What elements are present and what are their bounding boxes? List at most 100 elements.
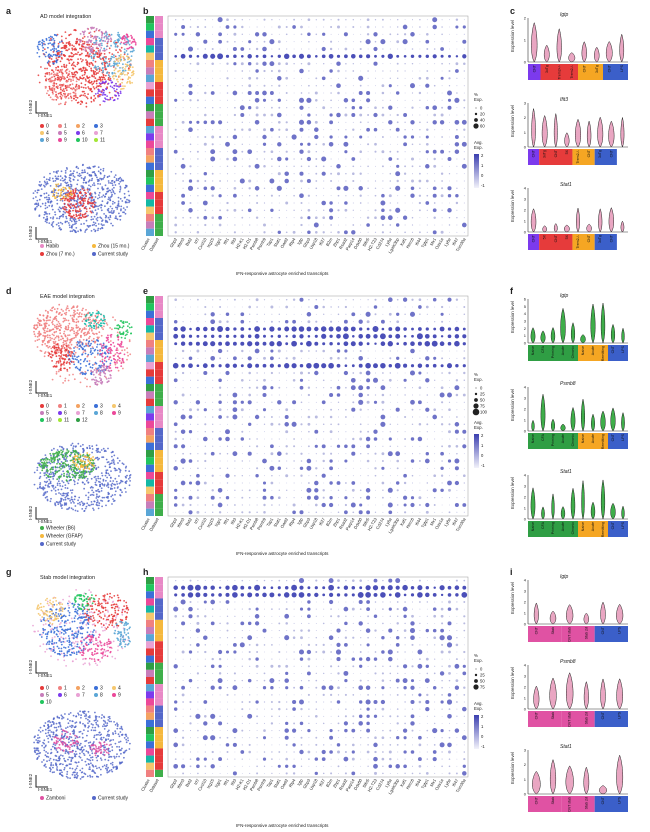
dot-mark bbox=[381, 672, 384, 675]
dot-mark bbox=[454, 340, 460, 347]
dot-mark bbox=[248, 438, 251, 440]
dot-mark bbox=[182, 77, 184, 79]
dot-mark bbox=[204, 687, 206, 689]
cluster-strip bbox=[146, 376, 154, 384]
dot-mark bbox=[338, 158, 339, 160]
dot-mark bbox=[225, 363, 230, 368]
dot-mark bbox=[329, 69, 333, 73]
dot-mark bbox=[203, 171, 208, 176]
dot-mark bbox=[367, 107, 369, 109]
dot-mark bbox=[249, 121, 251, 123]
dot-mark bbox=[249, 737, 251, 739]
dot-mark bbox=[448, 150, 451, 153]
dot-mark bbox=[381, 136, 384, 138]
violin-tick: 1 bbox=[524, 611, 527, 616]
dot-mark bbox=[293, 475, 295, 477]
dot-mark bbox=[448, 423, 451, 426]
gene-tick-label: Stat1 bbox=[272, 236, 282, 248]
dot-mark bbox=[345, 26, 347, 28]
dot-mark bbox=[278, 180, 280, 182]
dot-mark bbox=[219, 730, 221, 731]
legend-swatch bbox=[76, 418, 80, 422]
dot-mark bbox=[352, 195, 354, 197]
tsne-ylabel: t-SNE2 bbox=[28, 773, 33, 788]
dot-mark bbox=[218, 649, 223, 655]
cluster-strip bbox=[146, 450, 154, 458]
dot-mark bbox=[182, 357, 184, 359]
dot-mark bbox=[293, 121, 295, 123]
dot-mark bbox=[322, 772, 325, 775]
dot-mark bbox=[197, 460, 199, 462]
dot-mark bbox=[403, 33, 407, 36]
cluster-strip bbox=[146, 318, 154, 326]
dot-mark bbox=[203, 635, 208, 640]
dot-mark bbox=[249, 202, 251, 204]
dot-mark bbox=[256, 41, 258, 43]
dot-mark bbox=[204, 350, 206, 352]
dot-mark bbox=[367, 409, 369, 411]
dot-mark bbox=[204, 630, 206, 632]
dot-mark bbox=[271, 85, 273, 87]
dataset-strip bbox=[155, 362, 163, 370]
dot-mark bbox=[308, 580, 310, 581]
dot-mark bbox=[352, 187, 354, 189]
dataset-strip bbox=[155, 354, 163, 362]
dot-mark bbox=[434, 580, 436, 581]
dot-mark bbox=[315, 150, 318, 153]
dot-mark bbox=[174, 593, 178, 597]
dot-mark bbox=[306, 312, 312, 317]
dot-mark bbox=[212, 722, 214, 724]
dot-mark bbox=[455, 607, 459, 611]
dot-mark bbox=[375, 70, 376, 72]
dot-mark bbox=[456, 651, 458, 653]
dot-mark bbox=[249, 615, 251, 617]
dot-mark bbox=[412, 511, 413, 513]
dot-mark bbox=[344, 772, 347, 775]
dot-mark bbox=[330, 172, 333, 175]
dot-mark bbox=[441, 41, 443, 43]
dot-mark bbox=[440, 194, 444, 198]
dataset-strip bbox=[155, 457, 163, 465]
dot-mark bbox=[403, 750, 407, 754]
dot-mark bbox=[463, 371, 466, 375]
dot-mark bbox=[286, 387, 288, 389]
dot-mark bbox=[322, 143, 325, 146]
dot-mark bbox=[264, 195, 265, 197]
dot-mark bbox=[463, 401, 465, 403]
dot-mark bbox=[345, 180, 347, 182]
dot-mark bbox=[360, 453, 362, 455]
dot-mark bbox=[419, 136, 421, 138]
dot-mark bbox=[182, 172, 184, 175]
dot-mark bbox=[278, 608, 280, 610]
dot-mark bbox=[262, 90, 267, 96]
dot-mark bbox=[367, 151, 369, 153]
dot-mark bbox=[343, 141, 349, 147]
cluster-strip bbox=[146, 206, 154, 214]
dot-mark bbox=[463, 601, 466, 603]
dot-mark bbox=[315, 751, 317, 753]
dot-mark bbox=[463, 608, 465, 610]
dot-mark bbox=[278, 758, 280, 760]
dot-mark bbox=[389, 19, 391, 21]
dataset-strip bbox=[155, 318, 163, 326]
dot-mark bbox=[175, 209, 177, 211]
legend-item-dataset: Zamboni bbox=[40, 796, 65, 801]
dot-mark bbox=[204, 416, 206, 418]
dot-mark bbox=[181, 650, 185, 654]
dot-mark bbox=[389, 772, 391, 774]
dot-mark bbox=[241, 608, 243, 610]
dot-mark bbox=[396, 62, 399, 65]
dot-mark bbox=[397, 615, 399, 617]
dot-mark bbox=[456, 722, 458, 724]
dot-mark bbox=[404, 70, 406, 72]
dot-mark bbox=[226, 180, 229, 182]
dot-mark bbox=[397, 758, 399, 760]
dot-mark bbox=[382, 180, 384, 182]
cluster-strip bbox=[146, 133, 154, 141]
dot-mark bbox=[448, 772, 451, 775]
dot-mark bbox=[417, 363, 423, 368]
dot-mark bbox=[449, 143, 450, 145]
dot-mark bbox=[271, 474, 273, 477]
legend-item-cluster: 6 bbox=[76, 131, 85, 136]
dot-mark bbox=[389, 416, 391, 418]
